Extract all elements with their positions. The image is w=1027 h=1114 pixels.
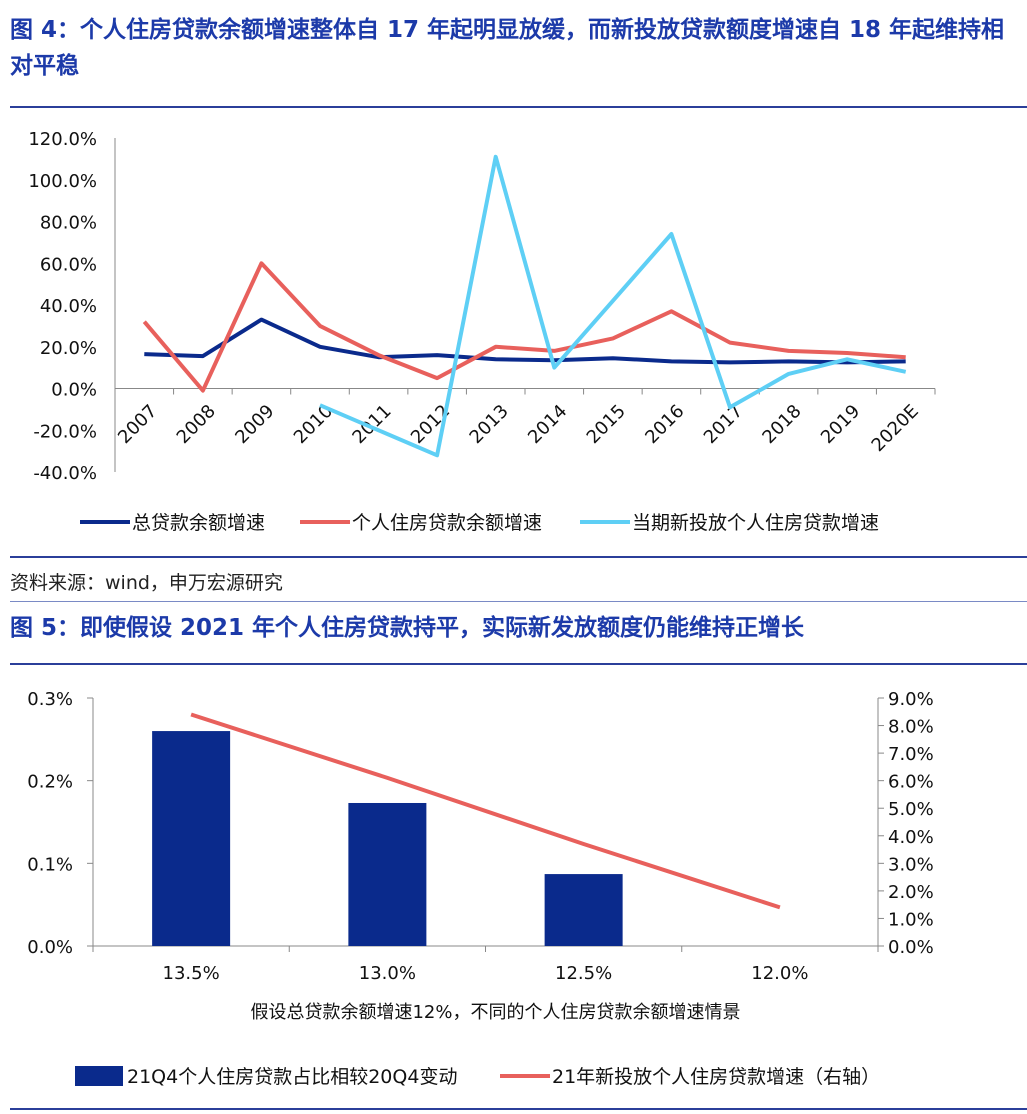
right-y-axis-tick-labels: 9.0% 8.0% 7.0% 6.0% 5.0% 4.0% 3.0% 2.0% 1.0% 0.0% [888, 689, 934, 958]
x-tick-label: 2020E [868, 401, 923, 456]
y-tick-label: 100.0% [28, 171, 97, 192]
y-tick-label: 60.0% [40, 254, 97, 275]
series-line-0 [144, 317, 906, 365]
x-axis-tick-labels: 13.5% 13.0% 12.5% 12.0% [163, 963, 809, 984]
legend-swatch-bar [75, 1066, 123, 1086]
legend-label-0: 总贷款余额增速 [132, 512, 265, 534]
axes [114, 138, 936, 472]
bar-0 [152, 731, 231, 946]
figure5-top-thin-rule [10, 601, 1027, 602]
x-axis-label: 假设总贷款余额增速12%，不同的个人住房贷款余额增速情景 [250, 1002, 740, 1023]
series-line-1 [142, 261, 906, 393]
right-y-tick-label: 2.0% [888, 882, 934, 903]
x-tick-label: 2013 [466, 401, 513, 448]
right-y-tick-label: 3.0% [888, 854, 934, 875]
x-tick-label: 2017 [700, 401, 747, 448]
x-tick-label: 2011 [348, 401, 395, 448]
legend-label-2: 当期新投放个人住房贷款增速 [632, 512, 879, 534]
y-tick-label: -40.0% [33, 463, 97, 484]
left-y-tick-label: 0.3% [27, 689, 73, 710]
x-tick-label: 12.5% [555, 963, 612, 984]
figure4-bottom-rule [10, 556, 1027, 558]
x-axis-tick-labels: 2007 2008 2009 2010 2011 2012 2013 2014 2015 2016… [114, 401, 923, 456]
x-tick-label: 2014 [524, 401, 571, 448]
right-y-tick-label: 7.0% [888, 744, 934, 765]
right-axis-line [190, 712, 781, 910]
x-tick-label: 2008 [173, 401, 220, 448]
right-y-tick-label: 4.0% [888, 827, 934, 848]
source-note: 资料来源：wind，申万宏源研究 [10, 572, 283, 594]
x-tick-label: 13.0% [359, 963, 416, 984]
series-lines [142, 154, 907, 458]
legend: 21Q4个人住房贷款占比相较20Q4变动 21年新投放个人住房贷款增速（右轴） [75, 1066, 880, 1088]
right-y-tick-label: 6.0% [888, 772, 934, 793]
x-tick-label: 2007 [114, 401, 161, 448]
right-axis-series-line [190, 712, 781, 910]
right-y-tick-label: 0.0% [888, 937, 934, 958]
figure4-top-rule [10, 106, 1027, 108]
right-y-tick-label: 9.0% [888, 689, 934, 710]
x-axis-label-group: 假设总贷款余额增速12%，不同的个人住房贷款余额增速情景 [250, 1002, 740, 1023]
bar-2 [544, 874, 623, 946]
legend-label-1: 个人住房贷款余额增速 [352, 512, 542, 534]
legend-label-bar: 21Q4个人住房贷款占比相较20Q4变动 [127, 1066, 457, 1088]
y-tick-label: -20.0% [33, 421, 97, 442]
y-tick-label: 40.0% [40, 296, 97, 317]
figure5-bar-line-chart: 0.3% 0.2% 0.1% 0.0% 9.0% 8.0% 7.0% 6.0% 5.0% 4.0… [27, 689, 934, 1088]
bar-1 [348, 802, 427, 946]
legend: 总贷款余额增速 个人住房贷款余额增速 当期新投放个人住房贷款增速 [80, 512, 879, 534]
figure5-bottom-rule [10, 1108, 1027, 1110]
figure5-title: 图 5：即使假设 2021 年个人住房贷款持平，实际新发放额度仍能维持正增长 [10, 615, 805, 641]
x-tick-label: 2015 [583, 401, 630, 448]
y-tick-label: 80.0% [40, 213, 97, 234]
y-tick-label: 20.0% [40, 338, 97, 359]
x-tick-label: 2009 [231, 401, 278, 448]
right-y-tick-label: 1.0% [888, 909, 934, 930]
figure4-line-chart: 120.0% 100.0% 80.0% 60.0% 40.0% 20.0% 0.0% -20.… [28, 129, 936, 534]
figure5-title-rule [10, 663, 1027, 665]
y-axis-tick-labels: 120.0% 100.0% 80.0% 60.0% 40.0% 20.0% 0.0% -20.… [28, 129, 97, 484]
legend-label-line: 21年新投放个人住房贷款增速（右轴） [552, 1066, 880, 1088]
bars [152, 731, 623, 946]
right-y-tick-label: 5.0% [888, 799, 934, 820]
left-y-tick-label: 0.0% [27, 937, 73, 958]
x-tick-label: 13.5% [163, 963, 220, 984]
y-tick-label: 120.0% [28, 129, 97, 150]
x-tick-label: 2018 [758, 401, 805, 448]
x-tick-label: 2016 [641, 401, 688, 448]
right-y-tick-label: 8.0% [888, 717, 934, 738]
series-line-2 [319, 154, 907, 458]
y-tick-label: 0.0% [51, 380, 97, 401]
left-y-tick-label: 0.2% [27, 772, 73, 793]
left-y-axis-tick-labels: 0.3% 0.2% 0.1% 0.0% [27, 689, 73, 958]
x-tick-label: 12.0% [751, 963, 808, 984]
left-y-tick-label: 0.1% [27, 854, 73, 875]
figure4-title: 图 4：个人住房贷款余额增速整体自 17 年起明显放缓，而新投放贷款额度增速自 … [10, 17, 1005, 79]
x-tick-label: 2019 [817, 401, 864, 448]
